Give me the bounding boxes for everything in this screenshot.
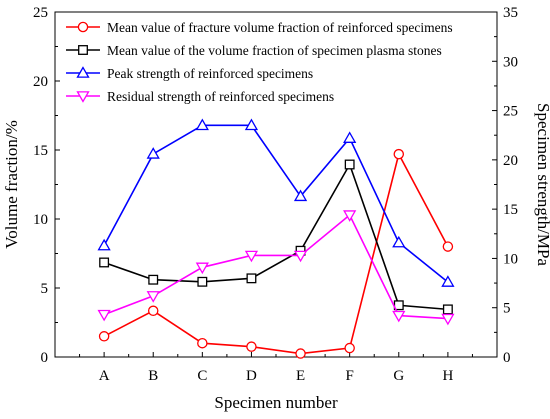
legend-label: Mean value of fracture volume fraction o… [107, 20, 453, 35]
data-point [246, 273, 257, 284]
left-y-axis-title: Volume fraction/% [2, 120, 21, 249]
legend-label: Peak strength of reinforced specimens [107, 66, 313, 81]
data-point [195, 118, 209, 131]
legend-item: Mean value of fracture volume fraction o… [66, 20, 453, 35]
right-y-tick-label: 5 [503, 301, 511, 317]
data-point [343, 131, 357, 143]
data-point [441, 275, 455, 287]
legend-marker [78, 45, 88, 55]
data-point [147, 305, 159, 317]
data-point [197, 337, 208, 349]
series-line [103, 151, 449, 355]
data-point [98, 331, 110, 342]
legend-item: Residual strength of reinforced specimen… [66, 89, 334, 104]
data-point [148, 274, 159, 285]
x-tick-label: B [148, 368, 158, 384]
data-point [442, 241, 454, 252]
data-point [344, 342, 355, 354]
x-tick-label: C [197, 368, 207, 384]
right-y-tick-label: 25 [503, 104, 518, 120]
data-point [393, 148, 405, 160]
data-point [295, 348, 306, 359]
data-point [343, 210, 357, 222]
data-point [146, 291, 160, 303]
left-y-tick-label: 5 [41, 281, 49, 297]
data-point [195, 262, 209, 275]
data-point [392, 235, 406, 248]
data-point [97, 238, 111, 251]
right-y-tick-label: 35 [503, 5, 518, 21]
x-tick-label: F [345, 368, 353, 384]
right-y-tick-label: 20 [503, 153, 518, 169]
legend-marker [77, 21, 89, 33]
data-point [246, 341, 257, 352]
legend-label: Mean value of the volume fraction of spe… [107, 43, 442, 58]
x-tick-label: E [296, 368, 305, 384]
x-tick-label: H [442, 368, 453, 384]
legend-label: Residual strength of reinforced specimen… [107, 89, 334, 104]
data-point [441, 313, 455, 326]
data-point [99, 257, 110, 268]
legend-item: Peak strength of reinforced specimens [66, 66, 313, 81]
data-point [293, 250, 308, 263]
x-axis-title: Specimen number [214, 393, 338, 412]
data-point [344, 159, 355, 170]
plot-frame [54, 11, 498, 358]
right-y-axis-title: Specimen strength/MPa [534, 103, 550, 266]
data-point [97, 309, 111, 322]
data-point [244, 250, 259, 263]
series-4 [97, 210, 455, 326]
series-line [103, 124, 449, 283]
left-y-tick-label: 15 [33, 143, 48, 159]
series-layer [97, 118, 455, 359]
series-line [103, 213, 448, 320]
data-point [442, 304, 453, 315]
x-tick-label: A [99, 368, 110, 384]
axes: 0 5 10 15 20 25 0 5 10 15 20 25 30 35 A B C D E F G H Specimen… [2, 5, 550, 412]
left-y-tick-label: 25 [33, 5, 48, 21]
data-point [392, 310, 406, 323]
right-y-tick-label: 15 [503, 202, 518, 218]
data-point [146, 147, 160, 159]
x-tick-label: D [246, 368, 257, 384]
data-point [293, 189, 308, 202]
legend-marker [76, 91, 90, 103]
right-y-tick-label: 0 [503, 350, 511, 366]
right-y-tick-label: 30 [503, 54, 518, 70]
left-y-tick-label: 0 [41, 350, 49, 366]
series-3 [97, 118, 455, 287]
x-tick-label: G [393, 368, 404, 384]
legend-marker [76, 66, 90, 78]
right-y-tick-label: 10 [503, 251, 518, 267]
legend: Mean value of fracture volume fraction o… [66, 20, 453, 104]
series-1 [98, 148, 454, 359]
left-y-tick-label: 20 [33, 74, 48, 90]
series-line [103, 162, 448, 311]
left-y-tick-label: 10 [33, 212, 48, 228]
data-point [244, 118, 259, 131]
legend-item: Mean value of the volume fraction of spe… [66, 43, 442, 58]
data-point [197, 276, 208, 287]
